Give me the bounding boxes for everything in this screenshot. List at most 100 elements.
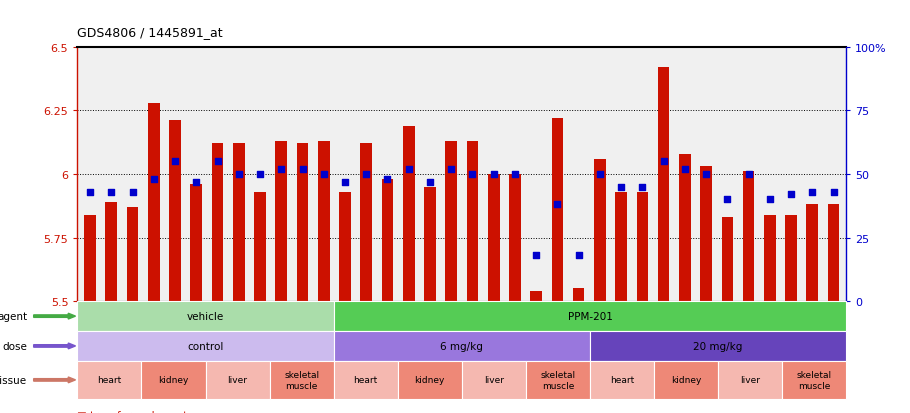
Text: PPM-201: PPM-201 xyxy=(568,311,612,321)
Point xyxy=(720,197,734,203)
Point xyxy=(104,189,118,196)
Point xyxy=(635,184,650,190)
Bar xyxy=(106,202,117,301)
Bar xyxy=(828,205,839,301)
Bar xyxy=(254,192,266,301)
Point xyxy=(465,171,480,178)
Bar xyxy=(590,331,846,361)
Bar xyxy=(276,142,288,301)
Bar xyxy=(488,174,500,301)
Bar xyxy=(148,103,159,301)
Text: kidney: kidney xyxy=(415,375,445,385)
Bar xyxy=(126,207,138,301)
Bar xyxy=(806,205,818,301)
Point xyxy=(231,171,246,178)
Bar xyxy=(764,215,775,301)
Text: skeletal
muscle: skeletal muscle xyxy=(796,370,832,389)
Bar xyxy=(169,121,181,301)
Point xyxy=(380,176,395,183)
Bar xyxy=(381,180,393,301)
Bar xyxy=(783,361,846,399)
Bar xyxy=(190,185,202,301)
Point xyxy=(189,179,204,185)
Point xyxy=(529,252,543,259)
Point xyxy=(826,189,841,196)
Point xyxy=(126,189,140,196)
Text: liver: liver xyxy=(228,375,248,385)
Bar xyxy=(701,167,712,301)
Bar xyxy=(424,187,436,301)
Point xyxy=(167,159,182,165)
Point xyxy=(763,197,777,203)
Text: 6 mg/kg: 6 mg/kg xyxy=(440,341,483,351)
Bar xyxy=(594,159,606,301)
Point xyxy=(83,189,97,196)
Text: liver: liver xyxy=(740,375,760,385)
Bar xyxy=(636,192,648,301)
Point xyxy=(487,171,501,178)
Bar xyxy=(531,291,542,301)
Text: skeletal
muscle: skeletal muscle xyxy=(284,370,319,389)
Point xyxy=(508,171,522,178)
Bar xyxy=(318,142,329,301)
Point xyxy=(784,192,798,198)
Text: ■ transformed count: ■ transformed count xyxy=(77,411,187,413)
Bar xyxy=(334,301,846,331)
Bar xyxy=(526,361,590,399)
Bar xyxy=(334,361,398,399)
Point xyxy=(147,176,161,183)
Point xyxy=(317,171,331,178)
Text: skeletal
muscle: skeletal muscle xyxy=(541,370,575,389)
Bar xyxy=(551,119,563,301)
Text: kidney: kidney xyxy=(671,375,702,385)
Bar xyxy=(85,215,96,301)
Bar xyxy=(572,289,584,301)
Bar xyxy=(658,68,670,301)
Bar xyxy=(679,154,691,301)
Bar xyxy=(718,361,783,399)
Point xyxy=(678,166,693,173)
Bar xyxy=(785,215,797,301)
Bar xyxy=(445,142,457,301)
Text: vehicle: vehicle xyxy=(187,311,224,321)
Text: heart: heart xyxy=(97,375,122,385)
Point xyxy=(742,171,756,178)
Text: GDS4806 / 1445891_at: GDS4806 / 1445891_at xyxy=(77,26,223,39)
Text: heart: heart xyxy=(610,375,634,385)
Point xyxy=(253,171,268,178)
Point xyxy=(699,171,713,178)
Text: control: control xyxy=(187,341,224,351)
Bar xyxy=(334,331,590,361)
Bar xyxy=(77,301,334,331)
Point xyxy=(571,252,586,259)
Bar xyxy=(77,331,334,361)
Point xyxy=(422,179,437,185)
Point xyxy=(444,166,459,173)
Bar xyxy=(590,361,654,399)
Point xyxy=(614,184,629,190)
Point xyxy=(338,179,352,185)
Point xyxy=(295,166,309,173)
Bar xyxy=(77,361,141,399)
Bar xyxy=(206,361,269,399)
Bar xyxy=(269,361,334,399)
Bar xyxy=(339,192,351,301)
Point xyxy=(210,159,225,165)
Point xyxy=(359,171,373,178)
Bar xyxy=(297,144,308,301)
Bar xyxy=(467,142,479,301)
Bar xyxy=(403,126,415,301)
Text: liver: liver xyxy=(484,375,504,385)
Bar xyxy=(615,192,627,301)
Bar xyxy=(743,172,754,301)
Point xyxy=(401,166,416,173)
Point xyxy=(274,166,288,173)
Bar xyxy=(233,144,245,301)
Bar xyxy=(722,218,733,301)
Text: kidney: kidney xyxy=(158,375,188,385)
Text: dose: dose xyxy=(3,341,27,351)
Bar xyxy=(461,361,526,399)
Point xyxy=(656,159,671,165)
Point xyxy=(592,171,607,178)
Text: 20 mg/kg: 20 mg/kg xyxy=(693,341,743,351)
